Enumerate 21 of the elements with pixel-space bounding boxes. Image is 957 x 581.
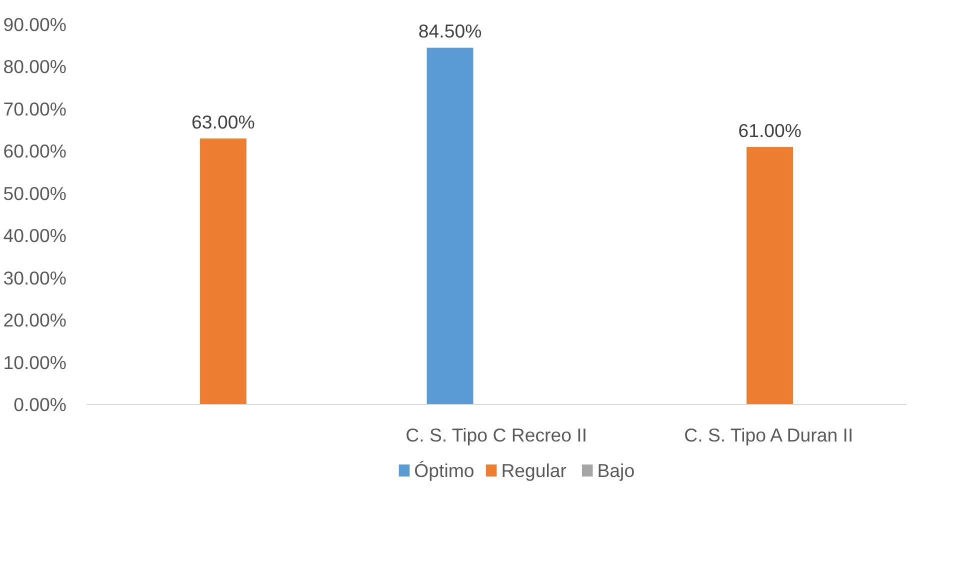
y-tick-label: 20.00% — [3, 310, 67, 331]
y-tick-label: 60.00% — [3, 140, 67, 162]
y-tick-label: 80.00% — [3, 56, 67, 78]
y-tick-label: 50.00% — [3, 182, 67, 204]
y-tick-label: 30.00% — [3, 267, 67, 288]
x-tick-label: C. S. Tipo A Duran II — [684, 424, 854, 446]
legend-label: Óptimo — [414, 460, 474, 481]
bar — [746, 146, 794, 404]
bar — [426, 48, 474, 404]
data-label: 63.00% — [192, 112, 255, 132]
data-label: 61.00% — [738, 120, 802, 141]
bar — [200, 138, 246, 404]
data-label: 84.50% — [418, 20, 482, 42]
y-tick-label: 0.00% — [14, 394, 67, 415]
y-tick-label: 70.00% — [3, 98, 67, 120]
y-tick-label: 10.00% — [3, 352, 67, 373]
y-tick-label: 40.00% — [3, 225, 67, 246]
legend-label: Bajo — [597, 460, 635, 481]
x-tick-label: C. S. Tipo C Recreo II — [406, 424, 588, 446]
legend-label: Regular — [501, 460, 567, 481]
y-tick-label: 90.00% — [3, 14, 67, 35]
